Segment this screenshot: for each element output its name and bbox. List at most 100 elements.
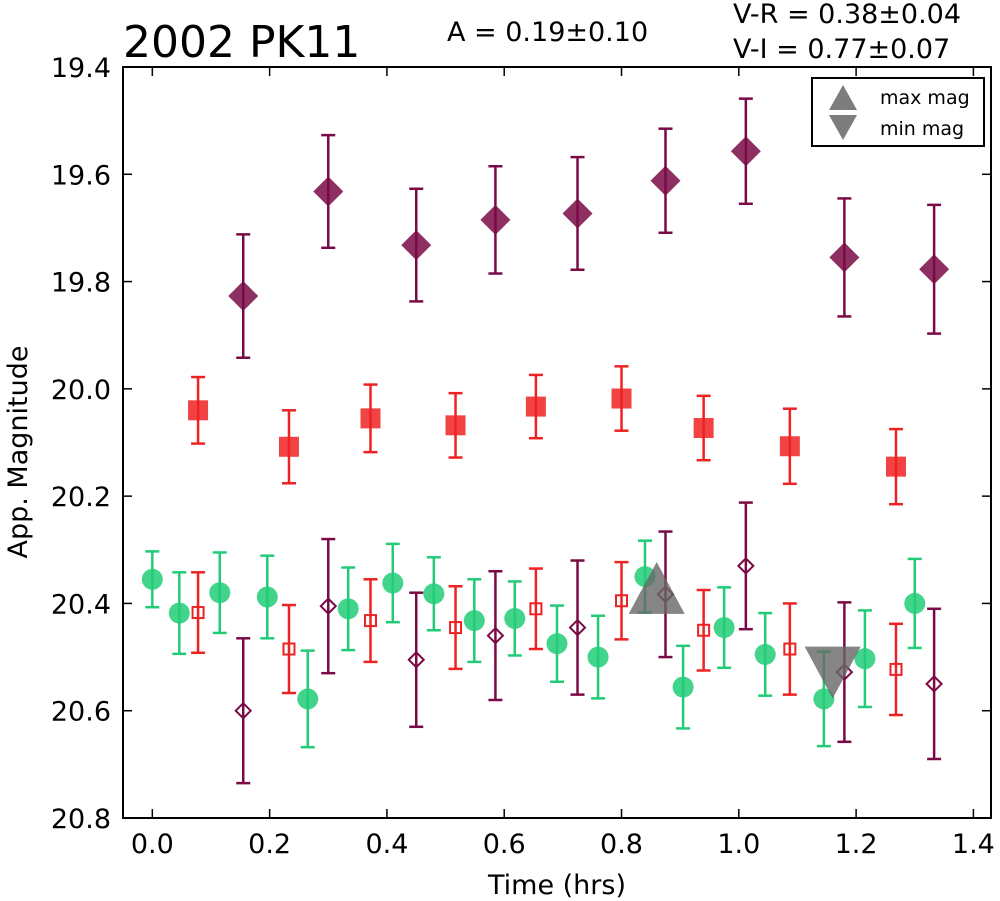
data-point xyxy=(234,637,253,785)
data-point-square xyxy=(779,436,800,457)
data-point xyxy=(209,551,231,635)
axes-layer: 0.0 0.2 0.4 0.6 0.8 1.0 1.2 1.4 19.4 19.6 19.8 20.0… xyxy=(51,53,995,860)
data-point xyxy=(141,550,163,609)
data-point-open-square xyxy=(449,621,463,635)
label-layer: 2002 PK11 A = 0.19±0.10 V-R = 0.38±0.04 … xyxy=(3,0,961,901)
data-point xyxy=(407,591,426,729)
legend-min-mag-marker xyxy=(829,115,857,140)
data-point xyxy=(480,164,511,275)
data-point-diamond xyxy=(650,165,681,196)
data-point-diamond xyxy=(829,242,860,273)
data-point xyxy=(888,622,903,717)
amplitude-label: A = 0.19±0.10 xyxy=(447,17,648,48)
data-point-open-diamond xyxy=(568,618,587,637)
data-point-circle xyxy=(813,688,835,710)
data-point-square xyxy=(360,408,381,429)
data-point xyxy=(568,559,587,696)
data-point xyxy=(504,580,526,657)
data-point xyxy=(611,365,632,432)
data-point xyxy=(486,569,505,702)
data-point xyxy=(713,586,735,670)
chart-title: 2002 PK11 xyxy=(123,17,360,68)
data-point xyxy=(191,571,206,655)
data-point xyxy=(445,391,466,459)
frame-layer xyxy=(122,66,992,819)
data-point xyxy=(463,578,485,664)
data-point xyxy=(528,567,543,651)
data-point xyxy=(614,560,629,641)
data-point xyxy=(228,233,259,359)
legend-min-mag-label: min mag xyxy=(880,118,964,140)
data-point xyxy=(779,407,800,486)
data-point-circle xyxy=(256,586,278,608)
data-point xyxy=(925,607,944,761)
data-point xyxy=(672,644,694,730)
x-tick-label: 0.8 xyxy=(600,829,643,860)
data-point-circle xyxy=(904,592,926,614)
data-point-circle xyxy=(337,598,359,620)
legend-max-mag-label: max mag xyxy=(880,87,970,109)
max-mag-marker xyxy=(628,562,685,614)
data-point-circle xyxy=(713,617,735,639)
data-point-square xyxy=(693,418,714,439)
data-point-open-square xyxy=(529,602,543,616)
data-point xyxy=(782,602,797,696)
y-tick-label: 20.4 xyxy=(51,589,111,620)
data-point xyxy=(382,542,404,624)
data-point xyxy=(854,609,876,709)
data-point-open-square xyxy=(615,594,629,608)
data-point-open-diamond xyxy=(319,597,338,616)
y-tick-label: 19.8 xyxy=(51,268,111,299)
plot-frame xyxy=(122,66,992,819)
y-tick-label: 20.6 xyxy=(51,697,111,728)
data-point-circle xyxy=(463,610,485,632)
data-point xyxy=(313,133,344,250)
data-point-open-diamond xyxy=(925,674,944,693)
data-point xyxy=(525,373,546,440)
data-point-open-square xyxy=(282,642,296,656)
data-point xyxy=(337,566,359,652)
y-axis-label: App. Magnitude xyxy=(3,346,34,559)
x-tick-label: 1.0 xyxy=(717,829,760,860)
data-point-square xyxy=(525,396,546,417)
data-point-circle xyxy=(854,648,876,670)
data-point xyxy=(587,614,609,700)
data-point-diamond xyxy=(919,254,950,285)
y-tick-label: 20.8 xyxy=(51,804,111,835)
data-point xyxy=(423,556,445,632)
data-point-diamond xyxy=(480,204,511,235)
data-point-circle xyxy=(168,602,190,624)
data-point xyxy=(360,383,381,454)
data-point-circle xyxy=(297,688,319,710)
data-point-circle xyxy=(587,646,609,668)
data-point xyxy=(319,537,338,675)
data-point xyxy=(885,427,906,506)
x-tick-label: 1.4 xyxy=(952,829,995,860)
data-point-square xyxy=(885,456,906,477)
y-tick-label: 20.0 xyxy=(51,375,111,406)
data-point xyxy=(730,97,761,206)
data-point-circle xyxy=(423,583,445,605)
y-tick-label: 19.6 xyxy=(51,160,111,191)
data-point-open-square xyxy=(697,623,711,637)
y-tick-label: 19.4 xyxy=(51,53,111,84)
data-point xyxy=(904,557,926,650)
y-tick-label: 20.2 xyxy=(51,482,111,513)
data-point-circle xyxy=(546,633,568,655)
data-point xyxy=(919,203,950,335)
data-point-open-diamond xyxy=(407,650,426,669)
data-point xyxy=(546,604,568,683)
data-point xyxy=(401,187,432,303)
x-tick-label: 1.2 xyxy=(835,829,878,860)
data-point-circle xyxy=(141,568,163,590)
data-point xyxy=(754,611,776,697)
data-point-circle xyxy=(209,582,231,604)
data-point-open-square xyxy=(783,642,797,656)
data-point-diamond xyxy=(401,230,432,261)
data-point xyxy=(650,127,681,235)
data-point-diamond xyxy=(562,198,593,229)
data-point-open-diamond xyxy=(234,701,253,720)
data-point-diamond xyxy=(228,281,259,312)
data-point-circle xyxy=(754,643,776,665)
